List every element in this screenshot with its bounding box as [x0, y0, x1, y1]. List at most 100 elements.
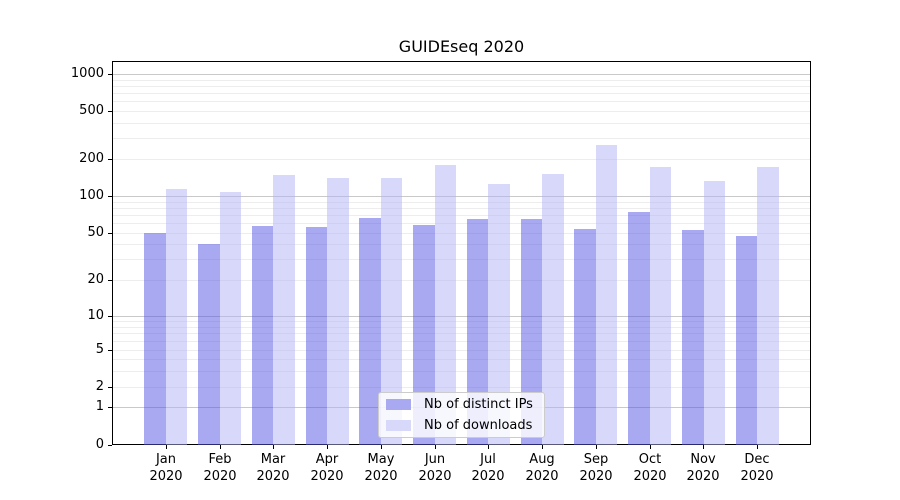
legend-item-distinct-ips: Nb of distinct IPs — [379, 395, 544, 415]
gridline — [113, 123, 810, 124]
x-tick-mark — [757, 445, 758, 449]
y-tick-label: 1000 — [70, 66, 104, 81]
bar-distinct-ips — [305, 227, 328, 445]
y-tick-mark — [108, 233, 112, 234]
bar-downloads — [703, 180, 725, 445]
x-tick-mark — [488, 445, 489, 449]
x-tick-mark — [273, 445, 274, 449]
gridline — [113, 333, 810, 334]
gridline — [113, 111, 810, 112]
gridline — [113, 359, 810, 360]
bar-distinct-ips — [359, 218, 381, 445]
x-tick-label: May 2020 — [364, 452, 398, 484]
bar-distinct-ips — [251, 226, 274, 445]
bar-downloads — [595, 144, 618, 445]
bar-distinct-ips — [574, 228, 596, 445]
x-tick-label: Feb 2020 — [203, 452, 237, 484]
gridline — [113, 350, 810, 351]
y-tick-label: 10 — [87, 308, 104, 323]
y-tick-mark — [108, 445, 112, 446]
gridline — [113, 321, 810, 322]
gridline — [113, 215, 810, 216]
legend-swatch-distinct-ips-icon — [386, 399, 411, 410]
y-tick-label: 2 — [95, 379, 104, 394]
y-tick-mark — [108, 280, 112, 281]
x-tick-mark — [220, 445, 221, 449]
x-tick-mark — [596, 445, 597, 449]
x-tick-mark — [166, 445, 167, 449]
gridline — [113, 208, 810, 209]
bar-distinct-ips — [198, 244, 220, 445]
bar-distinct-ips — [735, 236, 758, 445]
y-tick-mark — [108, 196, 112, 197]
legend: Nb of distinct IPs Nb of downloads — [378, 392, 545, 438]
y-tick-label: 20 — [87, 272, 104, 287]
gridline — [113, 202, 810, 203]
x-tick-mark — [435, 445, 436, 449]
gridline — [113, 280, 810, 281]
bar-distinct-ips — [520, 219, 543, 445]
bar-distinct-ips — [413, 225, 435, 445]
x-tick-label: Sep 2020 — [579, 452, 613, 484]
gridline — [113, 341, 810, 342]
x-tick-mark — [703, 445, 704, 449]
bar-downloads — [273, 174, 295, 445]
x-tick-mark — [327, 445, 328, 449]
gridline — [113, 223, 810, 224]
gridline — [113, 86, 810, 87]
bar-downloads — [219, 191, 241, 445]
legend-swatch-downloads-icon — [386, 420, 411, 431]
x-tick-label: Apr 2020 — [310, 452, 344, 484]
gridline — [113, 233, 810, 234]
gridline — [113, 387, 810, 388]
x-tick-mark — [381, 445, 382, 449]
y-tick-mark — [108, 387, 112, 388]
gridline — [113, 259, 810, 260]
plot-area — [112, 61, 811, 445]
gridline — [113, 244, 810, 245]
gridline — [113, 371, 810, 372]
y-tick-mark — [108, 407, 112, 408]
y-tick-label: 100 — [79, 188, 104, 203]
gridline — [113, 101, 810, 102]
legend-item-downloads: Nb of downloads — [379, 416, 544, 436]
legend-label-downloads: Nb of downloads — [424, 418, 533, 433]
gridline — [113, 93, 810, 94]
y-tick-mark — [108, 111, 112, 112]
gridline — [113, 316, 810, 317]
y-tick-mark — [108, 316, 112, 317]
bar-downloads — [165, 189, 188, 445]
bar-distinct-ips — [466, 219, 489, 445]
y-tick-label: 500 — [79, 103, 104, 118]
x-tick-mark — [650, 445, 651, 449]
x-tick-label: Nov 2020 — [686, 452, 720, 484]
x-tick-label: Jul 2020 — [471, 452, 505, 484]
y-tick-mark — [108, 159, 112, 160]
x-tick-label: Dec 2020 — [740, 452, 774, 484]
bar-distinct-ips — [682, 229, 704, 445]
y-tick-label: 200 — [79, 151, 104, 166]
legend-label-distinct-ips: Nb of distinct IPs — [424, 397, 533, 412]
bar-distinct-ips — [144, 233, 166, 445]
y-tick-label: 5 — [95, 342, 104, 357]
chart-title: GUIDEseq 2020 — [398, 37, 525, 56]
x-tick-label: Jan 2020 — [149, 452, 183, 484]
x-tick-label: Mar 2020 — [256, 452, 290, 484]
x-tick-label: Jun 2020 — [418, 452, 452, 484]
gridline — [113, 159, 810, 160]
bar-downloads — [649, 166, 672, 445]
gridline — [113, 80, 810, 81]
x-tick-mark — [542, 445, 543, 449]
gridline — [113, 327, 810, 328]
gridline — [113, 74, 810, 75]
y-tick-mark — [108, 350, 112, 351]
bar-downloads — [327, 177, 349, 445]
x-tick-label: Oct 2020 — [633, 452, 667, 484]
bar-distinct-ips — [628, 212, 650, 445]
y-tick-label: 1 — [95, 399, 104, 414]
y-tick-label: 50 — [87, 225, 104, 240]
y-tick-label: 0 — [95, 437, 104, 452]
bar-downloads — [434, 164, 457, 445]
y-tick-mark — [108, 74, 112, 75]
